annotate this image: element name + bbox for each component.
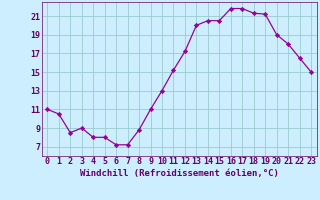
X-axis label: Windchill (Refroidissement éolien,°C): Windchill (Refroidissement éolien,°C) bbox=[80, 169, 279, 178]
